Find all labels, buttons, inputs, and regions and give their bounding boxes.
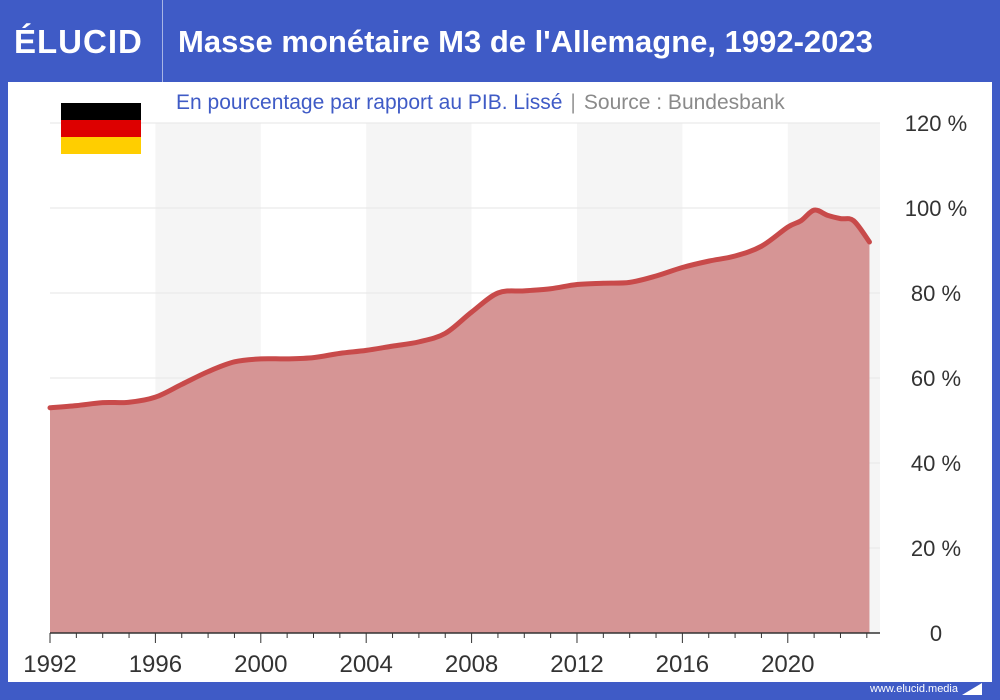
- x-tick-label: 2004: [339, 651, 392, 678]
- y-tick-label: 60 %: [911, 366, 961, 391]
- y-tick-label: 20 %: [911, 536, 961, 561]
- elucid-mark-icon: [962, 683, 982, 695]
- flag-stripe-black: [61, 103, 141, 120]
- y-tick-label: 80 %: [911, 281, 961, 306]
- brand-logo[interactable]: ÉLUCID: [14, 23, 143, 60]
- x-tick-label: 2016: [656, 651, 709, 678]
- subtitle-main: En pourcentage par rapport au PIB. Lissé: [176, 91, 563, 114]
- series-line: [47, 207, 872, 411]
- page-title: Masse monétaire M3 de l'Allemagne, 1992-…: [178, 24, 873, 59]
- flag-stripe-red: [61, 120, 141, 137]
- subtitle-separator: |: [570, 91, 576, 114]
- germany-flag-icon: [61, 103, 141, 154]
- x-tick-label: 2000: [234, 651, 287, 678]
- header-bar: ÉLUCID Masse monétaire M3 de l'Allemagne…: [0, 0, 1000, 82]
- x-tick-label: 1996: [129, 651, 182, 678]
- x-axis-ticks: 1992 1996 2000 2004 2008 2012 2016 2020: [23, 633, 868, 678]
- series-area: [50, 210, 870, 633]
- y-tick-label: 40 %: [911, 451, 961, 476]
- x-tick-label: 2020: [761, 651, 814, 678]
- y-axis-ticks: 0 20 % 40 % 60 % 80 % 100 % 120 %: [905, 111, 967, 646]
- subtitle-source: Source : Bundesbank: [583, 91, 785, 114]
- header-divider: [162, 0, 163, 82]
- x-tick-label: 2012: [550, 651, 603, 678]
- flag-stripe-gold: [61, 137, 141, 154]
- x-tick-label: 1992: [23, 651, 76, 678]
- y-tick-label: 100 %: [905, 196, 967, 221]
- y-tick-label: 0: [930, 621, 942, 646]
- footer-url[interactable]: www.elucid.media: [869, 683, 958, 695]
- x-tick-label: 2008: [445, 651, 498, 678]
- chart-subtitle: En pourcentage par rapport au PIB. Lissé…: [176, 90, 785, 116]
- y-tick-label: 120 %: [905, 111, 967, 136]
